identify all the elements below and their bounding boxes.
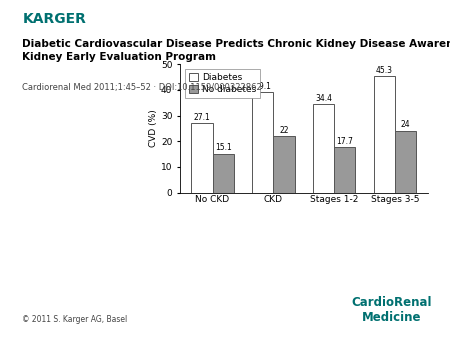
Bar [334, 147, 356, 193]
Bar [374, 76, 395, 193]
Bar [313, 104, 334, 193]
Bar [212, 154, 234, 193]
Text: 27.1: 27.1 [194, 113, 210, 121]
Bar [191, 123, 212, 193]
Bar [252, 92, 273, 193]
Y-axis label: CVD (%): CVD (%) [149, 110, 158, 147]
Bar [273, 136, 295, 193]
Text: © 2011 S. Karger AG, Basel: © 2011 S. Karger AG, Basel [22, 315, 128, 324]
Text: 24: 24 [401, 120, 410, 129]
Text: KARGER: KARGER [22, 12, 86, 26]
Text: Cardiorenal Med 2011;1:45–52 · DOI:10.1159/000322862: Cardiorenal Med 2011;1:45–52 · DOI:10.11… [22, 83, 262, 92]
Legend: Diabetes, No diabetes: Diabetes, No diabetes [184, 69, 261, 98]
Text: 22: 22 [279, 126, 289, 135]
Text: 45.3: 45.3 [376, 66, 393, 75]
Text: CardioRenal
Medicine: CardioRenal Medicine [351, 296, 432, 324]
Text: 15.1: 15.1 [215, 143, 232, 152]
Text: 34.4: 34.4 [315, 94, 332, 103]
Text: Diabetic Cardiovascular Disease Predicts Chronic Kidney Disease Awareness in the: Diabetic Cardiovascular Disease Predicts… [22, 39, 450, 62]
Bar [395, 131, 416, 193]
Text: 17.7: 17.7 [336, 137, 353, 146]
Text: 39.1: 39.1 [254, 82, 271, 91]
